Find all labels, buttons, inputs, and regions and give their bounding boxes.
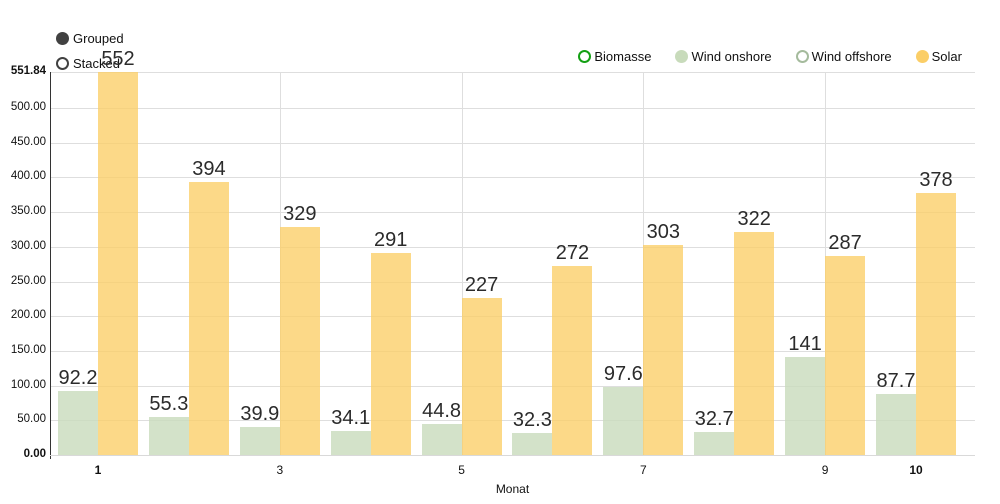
bar-solar[interactable]	[825, 255, 866, 455]
y-tick-label: 551.84	[10, 65, 46, 77]
bar-value-label: 141	[788, 333, 822, 356]
bar-value-label: 272	[555, 242, 590, 265]
bar-wind-onshore[interactable]	[421, 423, 462, 455]
y-gridline	[50, 281, 975, 283]
y-tick-label: 250.00	[10, 274, 46, 287]
bar-solar[interactable]	[916, 192, 956, 455]
x-tick-label: 5	[458, 463, 465, 477]
radio-stacked[interactable]: Stacked	[56, 51, 124, 76]
y-gridline	[50, 316, 975, 318]
legend-item-biomasse[interactable]: Biomasse	[578, 49, 651, 64]
bar-value-label: 97.6	[603, 363, 643, 386]
y-tick-label: 0.00	[23, 448, 46, 460]
bar-solar[interactable]	[643, 244, 684, 455]
y-axis-line	[50, 72, 51, 459]
y-gridline	[50, 72, 975, 73]
bar-wind-onshore[interactable]	[239, 427, 280, 455]
legend: Biomasse Wind onshore Wind offshore Solar	[578, 49, 962, 64]
legend-item-wind-onshore[interactable]: Wind onshore	[675, 49, 772, 64]
x-tick-label: 1	[94, 463, 102, 477]
y-tick-label: 400.00	[10, 170, 46, 183]
x-axis-line	[50, 455, 975, 456]
bar-value-label: 329	[283, 202, 317, 225]
bar-value-label: 39.9	[240, 403, 280, 426]
bar-value-label: 55.3	[149, 392, 189, 415]
bar-value-label: 287	[828, 231, 862, 254]
bar-solar[interactable]	[734, 231, 775, 455]
legend-wind-offshore-label: Wind offshore	[811, 49, 892, 64]
legend-item-wind-offshore[interactable]: Wind offshore	[795, 49, 892, 64]
legend-wind-onshore-label: Wind onshore	[691, 49, 772, 64]
y-tick-label: 200.00	[10, 309, 46, 322]
bar-wind-onshore[interactable]	[603, 387, 644, 455]
y-tick-label: 500.00	[10, 101, 46, 113]
bar-wind-onshore[interactable]	[785, 357, 826, 455]
bar-wind-onshore[interactable]	[58, 391, 98, 455]
bar-value-label: 87.7	[876, 370, 916, 393]
bar-value-label: 32.7	[694, 408, 734, 431]
y-gridline	[50, 142, 975, 144]
y-tick-label: 150.00	[10, 343, 46, 356]
bar-value-label: 303	[646, 220, 680, 243]
radio-selected-icon	[56, 32, 69, 45]
bar-solar[interactable]	[98, 72, 138, 455]
y-tick-label: 100.00	[10, 378, 46, 391]
radio-unselected-icon	[56, 57, 69, 70]
mode-controls: Grouped Stacked	[56, 26, 124, 76]
bar-solar[interactable]	[461, 297, 502, 455]
y-gridline	[50, 420, 975, 422]
legend-solar-icon	[915, 50, 929, 63]
legend-wind-offshore-icon	[795, 50, 809, 63]
bar-value-label: 552	[101, 48, 135, 70]
y-tick-label: 350.00	[10, 205, 46, 218]
y-gridline	[50, 246, 975, 248]
legend-biomasse-label: Biomasse	[594, 49, 652, 64]
bar-solar[interactable]	[370, 253, 411, 455]
y-tick-label: 450.00	[10, 135, 46, 148]
bar-value-label: 394	[192, 157, 226, 180]
bar-value-label: 34.1	[331, 407, 371, 430]
bar-solar[interactable]	[188, 181, 229, 455]
y-tick-label: 300.00	[10, 239, 46, 252]
bar-wind-onshore[interactable]	[876, 394, 916, 455]
x-tick-label: 9	[821, 463, 829, 477]
y-gridline	[50, 385, 975, 387]
y-gridline	[50, 350, 975, 352]
x-gridline	[461, 72, 463, 455]
x-axis-title: Monat	[495, 482, 530, 496]
y-gridline	[50, 177, 975, 179]
bar-value-label: 32.3	[512, 408, 552, 431]
bar-wind-onshore[interactable]	[694, 432, 735, 455]
bar-solar[interactable]	[552, 266, 593, 455]
bar-value-label: 291	[374, 229, 408, 251]
bar-wind-onshore[interactable]	[330, 431, 371, 455]
bar-value-label: 227	[464, 273, 499, 296]
y-gridline	[50, 108, 975, 109]
y-tick-label: 50.00	[17, 413, 46, 426]
bar-value-label: 92.2	[58, 367, 98, 389]
x-tick-label: 3	[276, 463, 284, 477]
x-tick-label: 10	[909, 463, 923, 477]
radio-stacked-label: Stacked	[73, 56, 120, 71]
legend-solar-label: Solar	[931, 49, 962, 64]
bar-value-label: 44.8	[422, 399, 462, 422]
legend-biomasse-icon	[578, 50, 592, 63]
y-gridline	[50, 212, 975, 214]
bar-wind-onshore[interactable]	[512, 432, 553, 455]
radio-grouped-label: Grouped	[73, 31, 124, 46]
bar-value-label: 378	[919, 168, 953, 191]
bar-wind-onshore[interactable]	[148, 416, 189, 455]
bar-value-label: 322	[737, 207, 771, 230]
bar-solar[interactable]	[279, 226, 320, 455]
legend-wind-onshore-icon	[675, 50, 689, 63]
legend-item-solar[interactable]: Solar	[915, 49, 962, 64]
radio-grouped[interactable]: Grouped	[56, 26, 124, 51]
x-tick-label: 7	[639, 463, 647, 477]
